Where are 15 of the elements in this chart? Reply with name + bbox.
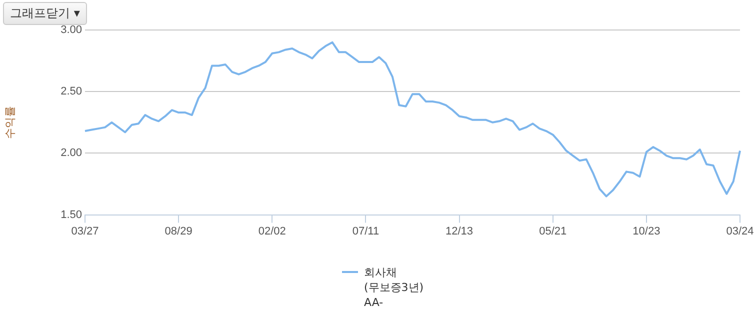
legend-label: 회사채 (무보증3년) AA- [364, 265, 424, 310]
dropdown-button: 그래프닫기 ▾ [3, 2, 87, 25]
x-tick-label: 03/24 [726, 225, 754, 238]
x-tick-label: 08/29 [164, 225, 192, 238]
y-tick-label: 1.50 [60, 208, 82, 221]
x-tick-label: 12/13 [446, 225, 474, 238]
x-tick-label: 05/21 [539, 225, 567, 238]
y-tick-label: 2.50 [60, 86, 82, 98]
x-tick-label: 10/23 [632, 225, 660, 238]
x-tick-label: 03/27 [71, 225, 99, 238]
x-tick-label: 02/02 [258, 225, 286, 238]
y-tick-label: 2.00 [60, 147, 82, 160]
y-tick-label: 3.00 [60, 24, 82, 36]
x-tick-label: 07/11 [352, 225, 380, 238]
y-axis-title: 수익률 [4, 106, 17, 139]
